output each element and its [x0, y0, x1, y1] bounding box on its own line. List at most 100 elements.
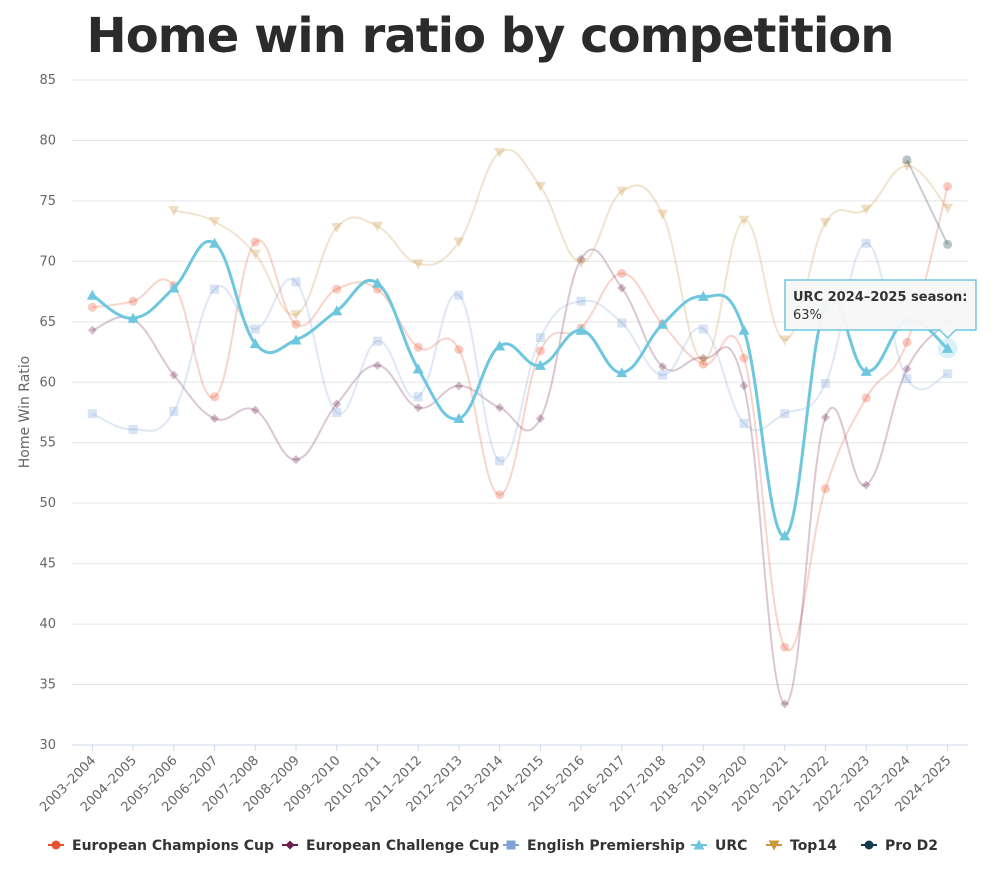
data-point-english-premiership[interactable] — [820, 378, 830, 388]
data-point-european-challenge-cup[interactable] — [495, 403, 505, 413]
data-point-english-premiership[interactable] — [535, 333, 545, 343]
data-point-urc[interactable] — [534, 359, 546, 370]
data-point-urc[interactable] — [371, 277, 383, 288]
data-point-english-premiership[interactable] — [495, 456, 505, 466]
data-point-top14[interactable] — [494, 148, 506, 159]
data-point-pro-d2[interactable] — [943, 239, 953, 249]
data-point-top14[interactable] — [290, 310, 302, 321]
data-point-european-challenge-cup[interactable] — [658, 362, 668, 372]
data-point-urc[interactable] — [860, 365, 872, 376]
data-point-european-champions-cup[interactable] — [739, 353, 749, 363]
data-point-urc[interactable] — [86, 289, 98, 300]
legend-item-pro-d2[interactable]: Pro D2 — [861, 838, 938, 854]
legend-marker[interactable] — [285, 840, 295, 850]
legend-marker[interactable] — [864, 840, 874, 850]
data-point-european-challenge-cup[interactable] — [210, 414, 220, 424]
legend-marker[interactable] — [693, 839, 705, 850]
data-point-top14[interactable] — [209, 216, 221, 227]
data-point-top14[interactable] — [575, 258, 587, 269]
data-point-european-challenge-cup[interactable] — [576, 254, 586, 264]
data-point-european-champions-cup[interactable] — [617, 268, 627, 278]
data-point-english-premiership[interactable] — [250, 324, 260, 334]
data-point-english-premiership[interactable] — [617, 318, 627, 328]
data-point-european-challenge-cup[interactable] — [87, 325, 97, 335]
data-point-european-challenge-cup[interactable] — [535, 414, 545, 424]
data-point-european-champions-cup[interactable] — [820, 484, 830, 494]
data-point-european-champions-cup[interactable] — [291, 319, 301, 329]
data-point-english-premiership[interactable] — [902, 374, 912, 384]
data-point-top14[interactable] — [697, 356, 709, 367]
data-point-european-champions-cup[interactable] — [87, 302, 97, 312]
data-point-urc[interactable] — [168, 282, 180, 293]
data-point-european-champions-cup[interactable] — [535, 346, 545, 356]
data-point-urc[interactable] — [779, 530, 791, 541]
data-point-english-premiership[interactable] — [698, 324, 708, 334]
data-point-urc[interactable] — [453, 413, 465, 424]
data-point-english-premiership[interactable] — [332, 408, 342, 417]
data-point-european-challenge-cup[interactable] — [454, 381, 464, 391]
data-point-european-champions-cup[interactable] — [861, 393, 871, 403]
data-point-european-champions-cup[interactable] — [780, 642, 790, 652]
data-point-top14[interactable] — [657, 209, 669, 220]
data-point-european-challenge-cup[interactable] — [739, 381, 749, 391]
legend-marker[interactable] — [768, 840, 780, 851]
legend-item-english-premiership[interactable]: English Premiership — [503, 838, 685, 854]
data-point-english-premiership[interactable] — [739, 418, 749, 428]
data-point-top14[interactable] — [901, 161, 913, 172]
data-point-english-premiership[interactable] — [576, 296, 586, 306]
data-point-european-champions-cup[interactable] — [943, 181, 953, 191]
data-point-urc[interactable] — [697, 290, 709, 301]
data-point-english-premiership[interactable] — [943, 369, 953, 379]
data-point-urc[interactable] — [616, 367, 628, 378]
data-point-european-challenge-cup[interactable] — [169, 370, 179, 380]
legend-marker[interactable] — [51, 840, 61, 850]
data-point-european-champions-cup[interactable] — [332, 284, 342, 294]
data-point-top14[interactable] — [779, 335, 791, 346]
data-point-urc[interactable] — [331, 305, 343, 316]
data-point-urc[interactable] — [575, 324, 587, 335]
data-point-top14[interactable] — [331, 223, 343, 234]
data-point-english-premiership[interactable] — [454, 290, 464, 300]
data-point-urc[interactable] — [209, 237, 221, 248]
data-point-urc[interactable] — [738, 324, 750, 335]
data-point-european-champions-cup[interactable] — [902, 337, 912, 347]
data-point-top14[interactable] — [942, 203, 954, 214]
data-point-european-champions-cup[interactable] — [698, 359, 708, 369]
data-point-english-premiership[interactable] — [87, 409, 97, 419]
data-point-european-challenge-cup[interactable] — [372, 360, 382, 370]
data-point-urc[interactable] — [127, 312, 139, 323]
data-point-urc[interactable] — [412, 363, 424, 374]
data-point-english-premiership[interactable] — [128, 424, 138, 434]
data-point-top14[interactable] — [738, 215, 750, 226]
data-point-pro-d2[interactable] — [902, 155, 912, 165]
data-point-top14[interactable] — [412, 259, 424, 270]
data-point-european-champions-cup[interactable] — [413, 342, 423, 352]
legend-item-european-challenge-cup[interactable]: European Challenge Cup — [282, 838, 499, 854]
data-point-european-challenge-cup[interactable] — [413, 403, 423, 413]
data-point-top14[interactable] — [616, 186, 628, 197]
data-point-english-premiership[interactable] — [780, 409, 790, 419]
data-point-urc[interactable] — [290, 334, 302, 345]
data-point-european-champions-cup[interactable] — [454, 345, 464, 355]
data-point-top14[interactable] — [819, 218, 831, 229]
data-point-top14[interactable] — [371, 221, 383, 232]
data-point-european-challenge-cup[interactable] — [861, 480, 871, 490]
data-point-top14[interactable] — [453, 237, 465, 248]
data-point-european-challenge-cup[interactable] — [698, 353, 708, 363]
data-point-urc[interactable] — [942, 342, 954, 353]
legend-item-european-champions-cup[interactable]: European Champions Cup — [48, 838, 274, 854]
data-point-urc[interactable] — [494, 340, 506, 351]
data-point-english-premiership[interactable] — [861, 238, 871, 248]
data-point-english-premiership[interactable] — [372, 336, 382, 346]
data-point-european-challenge-cup[interactable] — [820, 412, 830, 422]
legend-marker[interactable] — [506, 840, 516, 850]
legend-item-top14[interactable]: Top14 — [766, 838, 837, 854]
data-point-english-premiership[interactable] — [413, 392, 423, 402]
data-point-european-champions-cup[interactable] — [250, 237, 260, 247]
data-point-english-premiership[interactable] — [169, 406, 179, 416]
data-point-english-premiership[interactable] — [291, 277, 301, 287]
data-point-top14[interactable] — [168, 206, 180, 217]
data-point-urc[interactable] — [657, 318, 669, 329]
data-point-top14[interactable] — [249, 249, 261, 260]
legend-item-urc[interactable]: URC — [691, 838, 747, 854]
